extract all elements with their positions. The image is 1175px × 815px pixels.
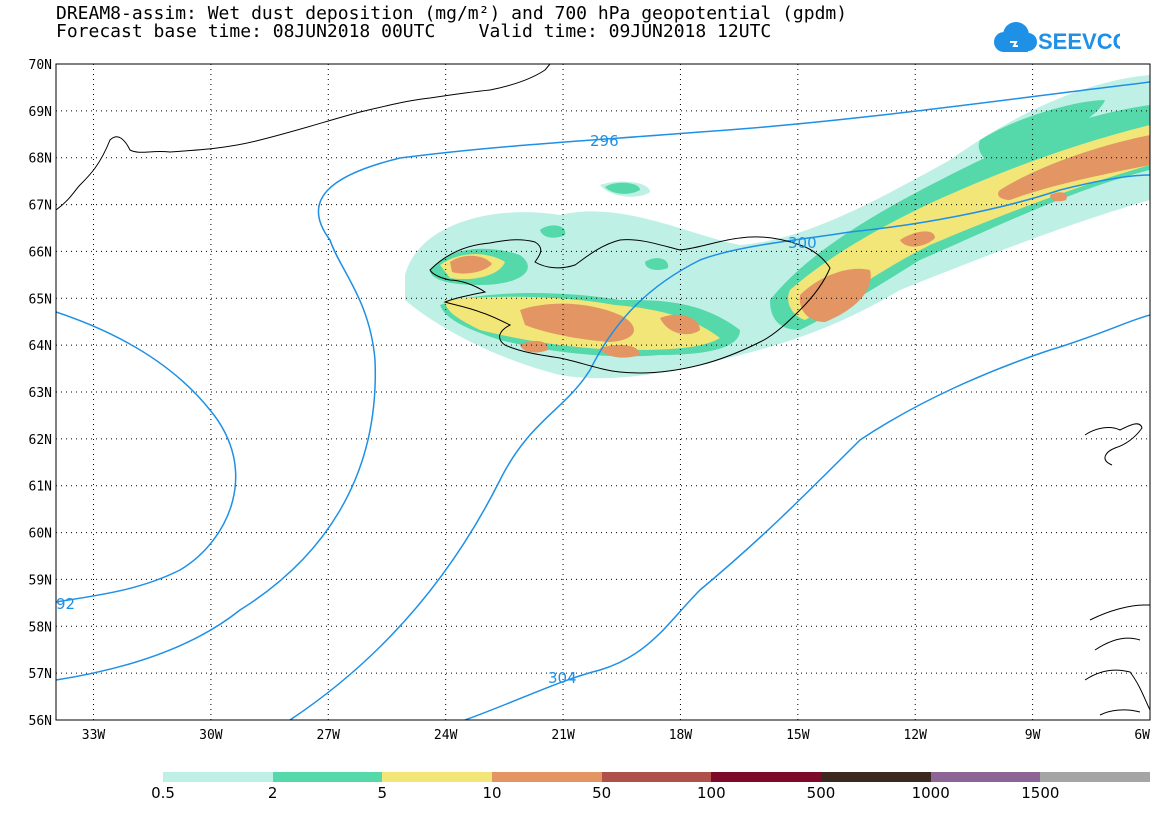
legend-swatch (492, 772, 602, 782)
coastlines (56, 64, 1150, 716)
lon-label: 12W (903, 728, 927, 743)
legend-label: 100 (697, 784, 726, 802)
legend-label: 2 (267, 784, 278, 802)
cloud-icon (994, 22, 1037, 52)
map-title-line2: Forecast base time: 08JUN2018 00UTC Vali… (56, 21, 772, 42)
lon-label: 6W (1134, 728, 1150, 743)
map-frame (55, 63, 1151, 721)
legend-swatch (272, 772, 383, 782)
lat-label: 69N (29, 105, 52, 120)
lat-label: 64N (29, 339, 52, 354)
lon-label: 18W (669, 728, 693, 743)
legend-swatch (1040, 772, 1151, 782)
lon-label: 27W (317, 728, 341, 743)
lat-label: 62N (29, 433, 52, 448)
contour-label-304: 304 (548, 669, 577, 687)
lon-label: 21W (551, 728, 575, 743)
lon-label: 9W (1025, 728, 1041, 743)
lat-label: 67N (29, 199, 52, 214)
lon-label: 30W (199, 728, 223, 743)
legend-label: 1500 (1021, 784, 1060, 802)
lon-label: 33W (82, 728, 106, 743)
seevccc-logo: SEEVCCC (994, 22, 1120, 54)
map-canvas: 70N 69N 68N 67N 66N 65N 64N 63N 62N 61N 60N 59N 58N 5… (29, 58, 1151, 743)
contour-label-292: 92 (56, 595, 75, 613)
axis-labels: 70N 69N 68N 67N 66N 65N 64N 63N 62N 61N 60N 59N 58N 5… (29, 58, 1151, 743)
lat-label: 59N (29, 573, 52, 588)
lat-label: 60N (29, 527, 52, 542)
contour-label-300: 300 (788, 234, 817, 252)
legend-label: 500 (806, 784, 836, 802)
lat-label: 66N (29, 245, 52, 260)
legend-label: 10 (482, 784, 502, 802)
legend-label: 50 (592, 784, 612, 802)
legend-swatch (601, 772, 712, 782)
lat-label: 63N (29, 386, 52, 401)
lon-label: 24W (434, 728, 458, 743)
legend-swatch (163, 772, 273, 782)
legend-label: 1000 (911, 784, 950, 802)
legend-swatch (821, 772, 931, 782)
lat-label: 68N (29, 152, 52, 167)
legend-swatch (930, 772, 1041, 782)
lat-label: 61N (29, 480, 52, 495)
lat-label: 58N (29, 620, 52, 635)
color-legend (163, 772, 1151, 782)
geopotential-contours (56, 81, 1150, 720)
legend-label: 0.5 (151, 784, 175, 802)
map-title-line1: DREAM8-assim: Wet dust deposition (mg/m²… (56, 3, 848, 24)
lat-label: 56N (29, 714, 52, 729)
logo-text: SEEVCCC (1038, 29, 1120, 54)
contour-label-296: 296 (590, 132, 619, 150)
legend-swatch (711, 772, 822, 782)
lat-label: 70N (29, 58, 52, 73)
deposition-shading (405, 75, 1150, 379)
legend-label: 5 (377, 784, 388, 802)
lat-label: 65N (29, 292, 52, 307)
lat-label: 57N (29, 667, 52, 682)
legend-swatch (382, 772, 493, 782)
lon-label: 15W (786, 728, 810, 743)
